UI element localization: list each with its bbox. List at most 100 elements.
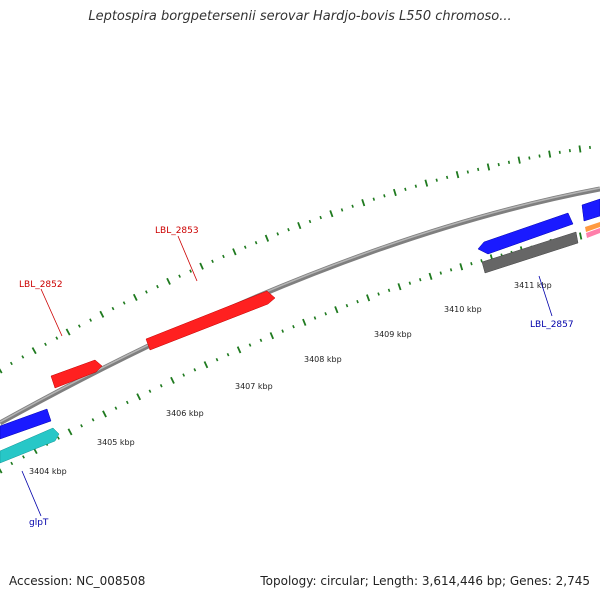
outer-tick-36 xyxy=(393,188,397,197)
gene-feature-red-1[interactable] xyxy=(50,359,103,389)
leader-LBL_2857 xyxy=(538,275,553,317)
outer-tick-40 xyxy=(435,178,438,182)
chromosome-backbone xyxy=(0,186,600,426)
outer-tick-9 xyxy=(99,310,105,318)
outer-tick-45 xyxy=(486,163,491,171)
gene-feature-blue-right-1[interactable] xyxy=(477,212,574,255)
leader-LBL_2853 xyxy=(177,235,198,282)
outer-tick-12 xyxy=(132,293,138,301)
inner-tick-26 xyxy=(292,324,295,329)
gene-feature-blue-left[interactable] xyxy=(0,408,52,440)
inner-tick-21 xyxy=(236,346,242,354)
gene-label-LBL_2853[interactable]: LBL_2853 xyxy=(155,226,199,236)
outer-tick-23 xyxy=(254,240,258,245)
inner-tick-10 xyxy=(114,406,118,410)
inner-tick-17 xyxy=(193,368,197,372)
chromosome-backbone-highlight xyxy=(0,187,600,423)
gene-feature-red-2[interactable] xyxy=(145,290,276,351)
outer-tick-3 xyxy=(31,347,37,355)
accession-text: Accession: NC_008508 xyxy=(9,574,146,588)
inner-tick-1 xyxy=(10,461,14,466)
scale-label-3408: 3408 kbp xyxy=(304,355,342,364)
outer-tick-24 xyxy=(264,234,270,242)
outer-tick-29 xyxy=(319,215,322,220)
outer-tick-48 xyxy=(517,156,521,164)
outer-tick-44 xyxy=(477,167,480,172)
outer-tick-39 xyxy=(424,179,429,187)
inner-tick-18 xyxy=(203,361,209,369)
outer-tick-54 xyxy=(578,145,582,153)
inner-tick-20 xyxy=(226,352,230,357)
leader-glpT xyxy=(21,470,42,517)
outer-tick-14 xyxy=(156,284,159,289)
scale-label-3411: 3411 kbp xyxy=(514,281,552,290)
outer-tick-19 xyxy=(211,259,214,263)
inner-tick-30 xyxy=(334,306,339,314)
inner-tick-track xyxy=(0,232,592,474)
outer-tick-0 xyxy=(0,368,3,374)
outer-tick-10 xyxy=(111,306,115,311)
topology-summary: Topology: circular; Length: 3,614,446 bp… xyxy=(260,574,590,588)
outer-tick-35 xyxy=(383,194,386,198)
outer-tick-17 xyxy=(189,269,192,273)
gene-label-LBL_2852[interactable]: LBL_2852 xyxy=(19,280,63,290)
inner-tick-41 xyxy=(449,268,453,272)
inner-tick-2 xyxy=(22,455,25,459)
outer-tick-43 xyxy=(466,170,469,174)
scale-label-3405: 3405 kbp xyxy=(97,438,135,447)
inner-tick-15 xyxy=(170,376,175,384)
inner-tick-16 xyxy=(182,373,186,377)
outer-tick-50 xyxy=(538,154,541,158)
gene-feature-cyan-left[interactable] xyxy=(0,427,60,464)
inner-tick-39 xyxy=(428,272,433,280)
outer-tick-46 xyxy=(497,162,500,167)
inner-tick-12 xyxy=(136,393,142,401)
scale-label-3407: 3407 kbp xyxy=(235,382,273,391)
inner-tick-38 xyxy=(419,278,422,282)
outer-tick-11 xyxy=(122,301,126,305)
inner-tick-13 xyxy=(148,389,152,393)
outer-tick-30 xyxy=(329,210,334,218)
inner-tick-36 xyxy=(397,283,402,291)
inner-tick-0 xyxy=(0,468,3,474)
outer-tick-41 xyxy=(445,175,449,180)
map-title: Leptospira borgpetersenii serovar Hardjo… xyxy=(88,9,512,24)
outer-tick-26 xyxy=(287,227,290,232)
outer-tick-1 xyxy=(9,361,13,366)
outer-tick-13 xyxy=(145,290,148,294)
outer-tick-28 xyxy=(308,219,312,224)
inner-tick-28 xyxy=(313,316,317,320)
inner-tick-43 xyxy=(470,262,473,266)
outer-tick-49 xyxy=(528,156,531,160)
inner-tick-7 xyxy=(80,424,83,428)
gene-feature-pink[interactable] xyxy=(586,228,600,238)
outer-tick-51 xyxy=(548,150,552,158)
inner-tick-22 xyxy=(248,343,252,347)
inner-tick-19 xyxy=(215,357,219,362)
inner-tick-40 xyxy=(439,271,443,275)
inner-tick-32 xyxy=(356,299,359,304)
inner-tick-14 xyxy=(159,384,163,388)
scale-label-3404: 3404 kbp xyxy=(29,467,67,476)
gene-feature-orange[interactable] xyxy=(585,222,600,232)
outer-tick-20 xyxy=(222,254,225,259)
outer-tick-4 xyxy=(44,342,47,347)
gene-feature-gray[interactable] xyxy=(481,231,579,274)
outer-tick-7 xyxy=(77,324,81,328)
leader-LBL_2852 xyxy=(40,288,63,337)
inner-tick-42 xyxy=(459,263,464,271)
inner-tick-5 xyxy=(57,436,60,440)
inner-tick-23 xyxy=(259,338,263,342)
outer-tick-6 xyxy=(65,328,71,336)
outer-tick-21 xyxy=(232,248,237,256)
outer-tick-37 xyxy=(404,187,407,191)
outer-tick-16 xyxy=(178,274,181,278)
outer-tick-5 xyxy=(55,336,59,340)
gene-feature-blue-right-2[interactable] xyxy=(581,198,600,222)
gene-label-LBL_2857[interactable]: LBL_2857 xyxy=(530,320,574,330)
outer-tick-52 xyxy=(558,150,561,154)
gene-label-glpT[interactable]: glpT xyxy=(29,518,49,528)
inner-tick-27 xyxy=(302,318,307,326)
inner-tick-44 xyxy=(480,259,483,263)
